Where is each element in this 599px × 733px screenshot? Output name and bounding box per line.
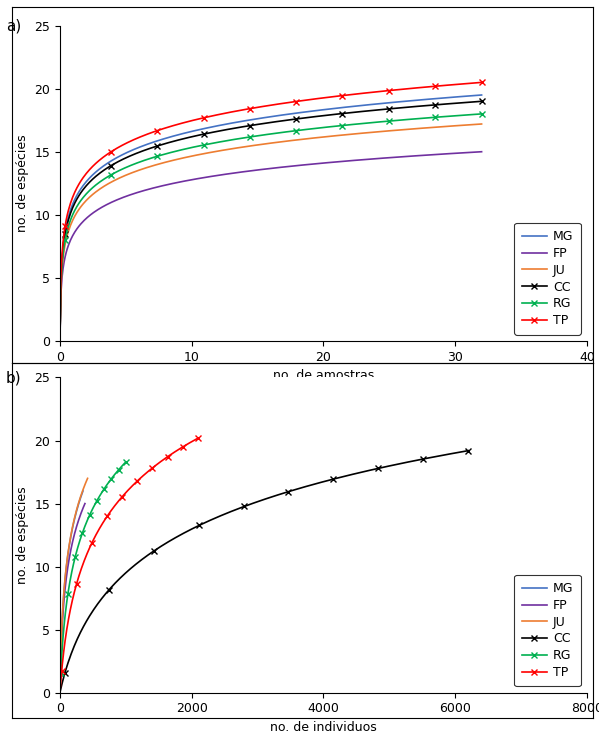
Legend: MG, FP, JU, CC, RG, TP: MG, FP, JU, CC, RG, TP	[514, 575, 581, 686]
Y-axis label: no. de espécies: no. de espécies	[16, 134, 29, 232]
Y-axis label: no. de espécies: no. de espécies	[16, 486, 29, 584]
Legend: MG, FP, JU, CC, RG, TP: MG, FP, JU, CC, RG, TP	[514, 223, 581, 334]
X-axis label: no. de individuos: no. de individuos	[270, 721, 377, 733]
Text: b): b)	[6, 370, 22, 385]
Text: a): a)	[6, 18, 21, 33]
X-axis label: no. de amostras: no. de amostras	[273, 369, 374, 382]
